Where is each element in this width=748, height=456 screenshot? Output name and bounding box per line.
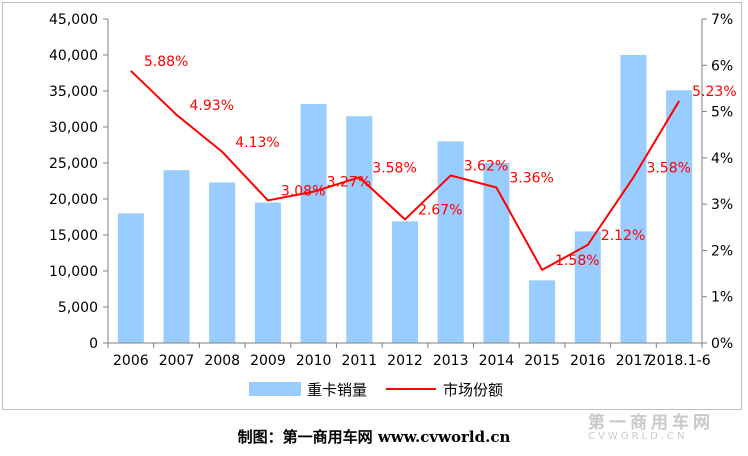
y-tick-label: 5,000	[58, 300, 98, 316]
y-tick-label: 40,000	[49, 48, 98, 64]
credit-caption: 制图：第一商用车网 www.cvworld.cn	[237, 428, 511, 446]
y-tick-label: 0	[89, 336, 98, 352]
share-data-label: 3.58%	[646, 160, 690, 176]
y2-tick-label: 2%	[711, 243, 733, 259]
share-data-label: 2.12%	[601, 228, 645, 244]
watermark-cn: 第一商用车网	[588, 413, 714, 433]
bar-2017	[620, 55, 647, 343]
y2-tick-label: 4%	[711, 151, 733, 167]
share-data-label: 3.08%	[281, 183, 325, 199]
x-tick-label: 2016	[570, 353, 606, 369]
x-tick-label: 2015	[524, 353, 560, 369]
bar-2018.1-6	[666, 90, 693, 343]
bar-2007	[163, 170, 190, 343]
y-tick-label: 30,000	[49, 120, 98, 136]
x-tick-label: 2012	[387, 353, 423, 369]
share-data-label: 1.58%	[555, 253, 599, 269]
bar-2016	[574, 231, 601, 343]
y2-tick-label: 6%	[711, 58, 733, 74]
share-line	[130, 70, 681, 271]
share-data-label: 3.58%	[372, 160, 416, 176]
bar-2006	[117, 213, 144, 343]
bar-2009	[254, 202, 281, 343]
legend-swatch-bars	[249, 382, 301, 396]
y2-tick-label: 1%	[711, 290, 733, 306]
bar-2010	[300, 103, 327, 344]
y-tick-label: 25,000	[49, 156, 98, 172]
x-tick-label: 2018.1-6	[648, 353, 711, 369]
bar-2011	[346, 116, 373, 343]
x-tick-label: 2006	[113, 353, 149, 369]
y-tick-label: 20,000	[49, 192, 98, 208]
bar-2014	[483, 163, 510, 343]
share-data-label: 2.67%	[418, 202, 462, 218]
x-tick-label: 2013	[433, 353, 469, 369]
share-data-label: 3.62%	[464, 158, 508, 174]
x-tick-label: 2009	[250, 353, 286, 369]
share-data-label: 5.88%	[144, 54, 188, 70]
share-data-label: 5.23%	[692, 84, 736, 100]
y-tick-label: 15,000	[49, 228, 98, 244]
x-tick-label: 2011	[341, 353, 377, 369]
share-data-label: 4.93%	[190, 98, 234, 114]
share-data-label: 3.27%	[327, 175, 371, 191]
x-tick-label: 2017	[616, 353, 652, 369]
bar-2015	[529, 280, 556, 343]
y2-tick-label: 7%	[711, 12, 733, 28]
bar-2008	[209, 182, 236, 343]
y2-tick-label: 5%	[711, 105, 733, 121]
x-tick-label: 2010	[296, 353, 332, 369]
watermark-en: CVWORLD.CN	[588, 431, 688, 442]
y2-tick-label: 0%	[711, 336, 733, 352]
x-tick-label: 2014	[479, 353, 515, 369]
x-tick-label: 2007	[159, 353, 195, 369]
bar-2013	[437, 141, 464, 343]
legend-label-bars: 重卡销量	[307, 381, 367, 399]
bar-2012	[391, 221, 419, 343]
y-tick-label: 10,000	[49, 264, 98, 280]
cvworld-watermark-logo: 第一商用车网 CVWORLD.CN	[588, 408, 738, 448]
share-data-label: 3.36%	[509, 170, 553, 186]
x-tick-label: 2008	[204, 353, 240, 369]
y-tick-label: 35,000	[49, 84, 98, 100]
y2-tick-label: 3%	[711, 197, 733, 213]
y-tick-label: 45,000	[49, 12, 98, 28]
legend-label-line: 市场份额	[443, 381, 503, 399]
share-data-label: 4.13%	[235, 135, 279, 151]
